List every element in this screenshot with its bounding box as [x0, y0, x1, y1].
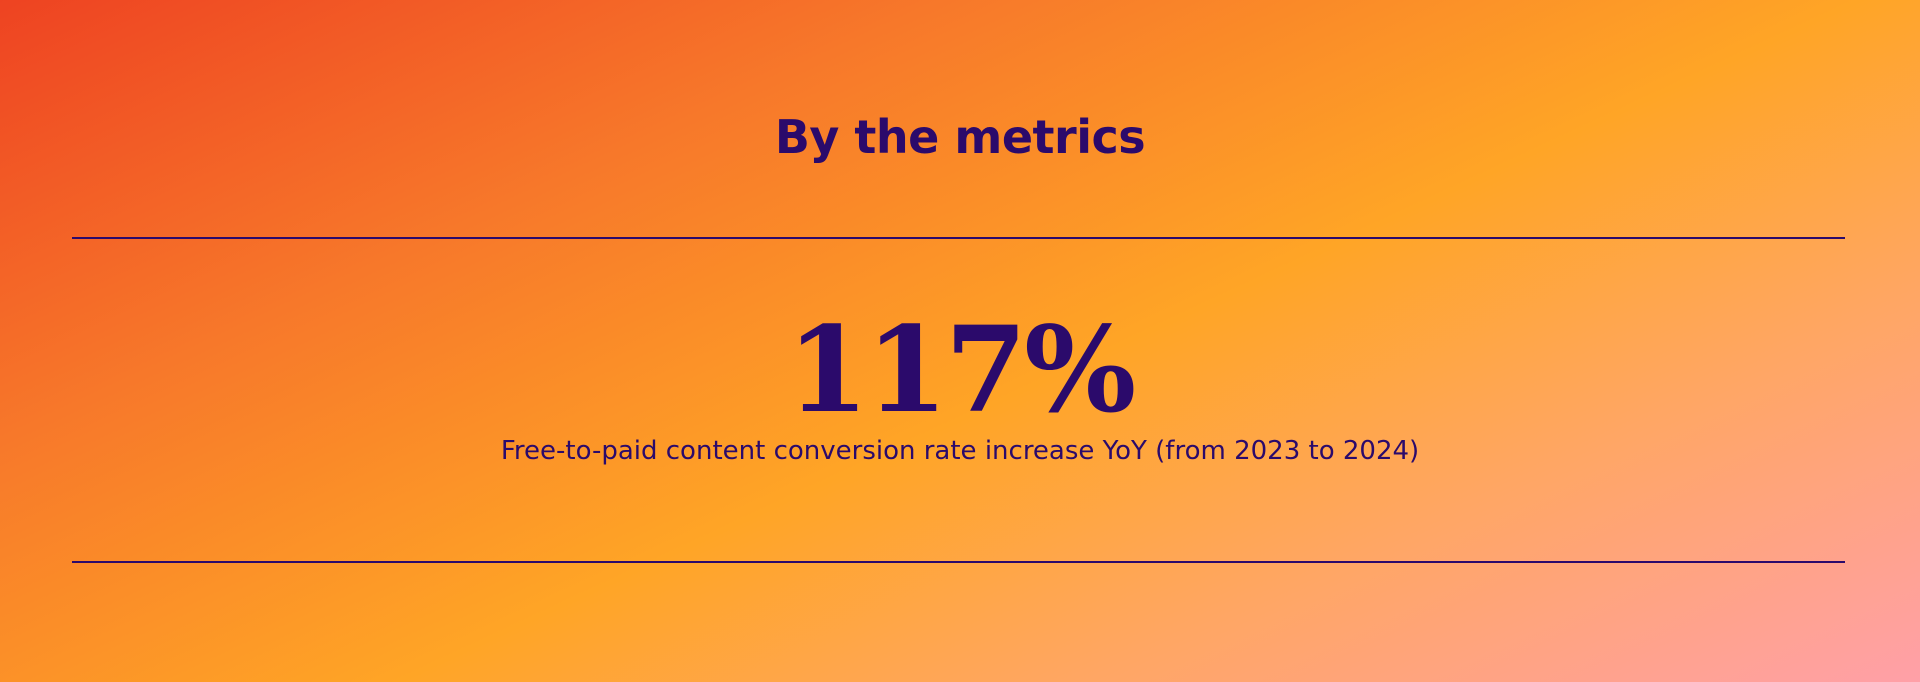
- bottom-divider: [72, 561, 1845, 563]
- metric-description: Free-to-paid content conversion rate inc…: [500, 436, 1420, 466]
- metric-value: 117%: [786, 300, 1136, 439]
- top-divider: [72, 237, 1845, 239]
- section-title: By the metrics: [774, 110, 1146, 164]
